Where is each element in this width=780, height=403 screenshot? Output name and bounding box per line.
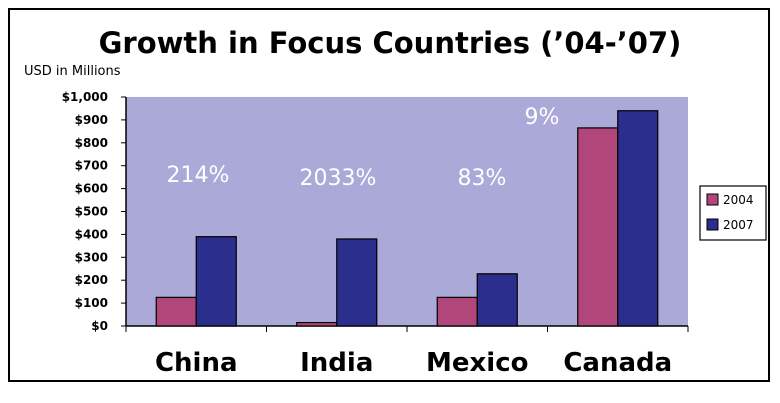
legend-label-2007: 2007 [723, 218, 754, 232]
bar-canada-2007 [617, 110, 659, 327]
growth-annotation-india: 2033% [300, 166, 377, 191]
chart-frame [8, 8, 770, 382]
annotations-group: 214% 2033% 83% 9% [167, 105, 560, 191]
y-tick-label: $1,000 [62, 90, 108, 104]
y-tick-label: $100 [75, 296, 108, 310]
y-tick-label: $700 [75, 159, 108, 173]
y-tick-label: $800 [75, 136, 108, 150]
bars-group [155, 110, 659, 327]
y-tick-label: $0 [91, 319, 108, 333]
bar-china-2007 [195, 236, 237, 327]
bar-india-2007 [336, 238, 378, 327]
y-tick-label: $900 [75, 113, 108, 127]
growth-annotation-mexico: 83% [458, 166, 507, 191]
y-axis: $0 $100 $200 $300 $400 $500 $600 $700 $800 $900 $1… [62, 90, 127, 333]
chart-title: Growth in Focus Countries (’04-’07) [98, 26, 682, 60]
x-category-label: Canada [563, 348, 672, 378]
y-tick-label: $200 [75, 273, 108, 287]
y-tick-label: $500 [75, 205, 108, 219]
bar-china-2004 [155, 296, 197, 327]
growth-annotation-china: 214% [167, 163, 230, 188]
bar-india-2004 [296, 321, 338, 327]
legend-label-2004: 2004 [723, 193, 754, 207]
y-tick-label: $400 [75, 227, 108, 241]
bar-canada-2004 [577, 127, 619, 327]
x-category-label: China [155, 348, 238, 378]
legend-swatch-2007 [706, 218, 719, 231]
y-tick-label: $300 [75, 250, 108, 264]
y-axis-label: USD in Millions [24, 64, 121, 79]
x-category-label: India [300, 348, 373, 378]
legend: 2004 2007 [699, 185, 767, 241]
bar-mexico-2007 [476, 273, 518, 327]
bar-mexico-2004 [436, 296, 478, 327]
x-category-label: Mexico [426, 348, 528, 378]
y-tick-label: $600 [75, 182, 108, 196]
growth-annotation-canada: 9% [525, 105, 560, 130]
x-axis: China India Mexico Canada [125, 325, 689, 378]
legend-swatch-2004 [706, 193, 719, 206]
